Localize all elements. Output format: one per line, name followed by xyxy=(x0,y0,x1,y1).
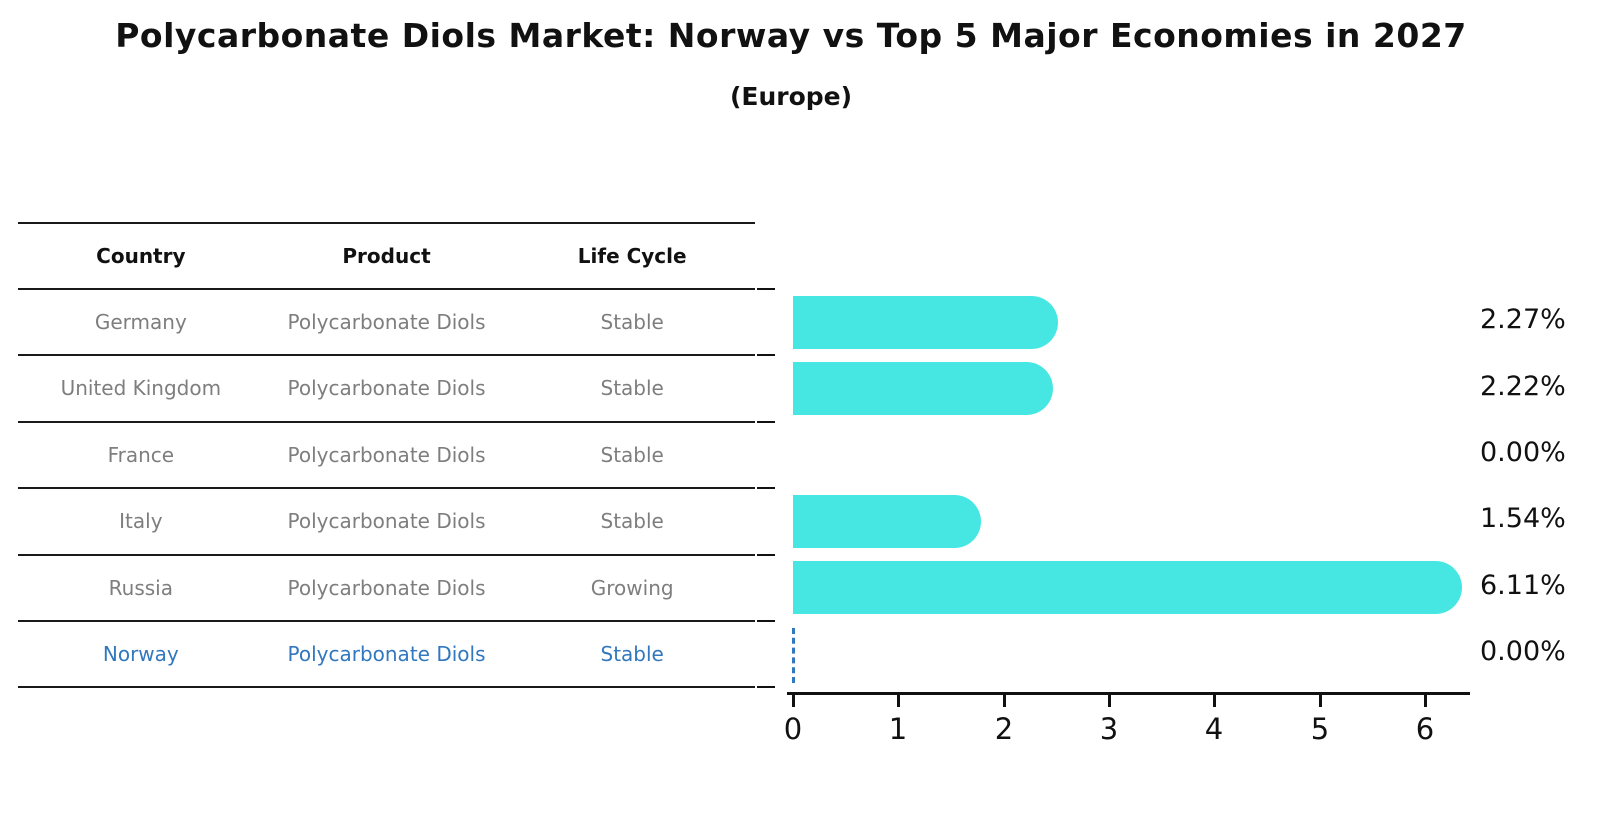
x-axis-tick xyxy=(792,695,795,707)
bar-value-label: 1.54% xyxy=(1480,503,1566,534)
table-cell-product: Polycarbonate Diols xyxy=(287,576,486,600)
table-header-cell-country: Country xyxy=(96,244,186,268)
table-header-cell-product: Product xyxy=(342,244,431,268)
bar-value-label: 2.22% xyxy=(1480,371,1566,402)
x-axis-tick xyxy=(897,695,900,707)
table-cell-life-cycle: Stable xyxy=(600,642,664,666)
x-axis-tick xyxy=(1424,695,1427,707)
table-cell-life-cycle: Stable xyxy=(600,509,664,533)
y-axis-tick xyxy=(757,686,775,688)
table-row: Germany Polycarbonate Diols Stable xyxy=(18,289,755,355)
norway-zero-dashed-marker xyxy=(792,628,795,683)
table-rule-line xyxy=(18,354,755,356)
x-axis-line xyxy=(787,692,1470,695)
y-axis-tick xyxy=(757,288,775,290)
table-header-row: Country Product Life Cycle xyxy=(18,223,755,289)
table-cell-life-cycle: Stable xyxy=(600,310,664,334)
table-cell-product: Polycarbonate Diols xyxy=(287,310,486,334)
y-axis-tick xyxy=(757,554,775,556)
table-cell-product: Polycarbonate Diols xyxy=(287,509,486,533)
table-cell-life-cycle: Stable xyxy=(600,376,664,400)
x-axis-tick-label: 3 xyxy=(1099,712,1119,746)
table-rule-line xyxy=(18,421,755,423)
x-axis-tick xyxy=(1003,695,1006,707)
bar-germany xyxy=(793,296,1058,349)
table-row: Russia Polycarbonate Diols Growing xyxy=(18,555,755,621)
table-row: United Kingdom Polycarbonate Diols Stable xyxy=(18,355,755,421)
table-cell-life-cycle: Growing xyxy=(590,576,674,600)
table-rule-line xyxy=(18,288,755,290)
table-rule-line xyxy=(18,554,755,556)
x-axis-tick-label: 1 xyxy=(888,712,908,746)
bar-value-label: 0.00% xyxy=(1480,636,1566,667)
table-cell-product: Polycarbonate Diols xyxy=(287,376,486,400)
table-cell-country: Russia xyxy=(108,576,173,600)
y-axis-tick xyxy=(757,487,775,489)
table-cell-country: United Kingdom xyxy=(60,376,222,400)
y-axis-tick xyxy=(757,354,775,356)
x-axis-tick-label: 2 xyxy=(994,712,1014,746)
x-axis-tick xyxy=(1319,695,1322,707)
bar-italy xyxy=(793,495,981,548)
x-axis-tick-label: 5 xyxy=(1310,712,1330,746)
bar-value-label: 6.11% xyxy=(1480,570,1566,601)
y-axis-tick xyxy=(757,421,775,423)
bar-russia xyxy=(793,561,1462,614)
chart-title: Polycarbonate Diols Market: Norway vs To… xyxy=(115,16,1467,55)
table-header-cell-life-cycle: Life Cycle xyxy=(577,244,687,268)
table-cell-product: Polycarbonate Diols xyxy=(287,443,486,467)
x-axis-tick-label: 0 xyxy=(783,712,803,746)
table-rule-line xyxy=(18,487,755,489)
y-axis-tick xyxy=(757,620,775,622)
x-axis-tick xyxy=(1108,695,1111,707)
table-row: France Polycarbonate Diols Stable xyxy=(18,422,755,488)
x-axis-tick xyxy=(1213,695,1216,707)
bar-united-kingdom xyxy=(793,362,1053,415)
table-rule-line xyxy=(18,686,755,688)
table-row: Italy Polycarbonate Diols Stable xyxy=(18,488,755,554)
table-rule-line xyxy=(18,620,755,622)
bar-value-label: 2.27% xyxy=(1480,304,1566,335)
table-cell-country: Norway xyxy=(102,642,179,666)
chart-subtitle: (Europe) xyxy=(729,82,853,111)
table-cell-country: Germany xyxy=(94,310,187,334)
bar-value-label: 0.00% xyxy=(1480,437,1566,468)
x-axis-tick-label: 4 xyxy=(1204,712,1224,746)
table-cell-country: France xyxy=(107,443,175,467)
table-cell-product: Polycarbonate Diols xyxy=(287,642,486,666)
table-rule-line xyxy=(18,222,755,224)
table-row: Norway Polycarbonate Diols Stable xyxy=(18,621,755,687)
table-cell-country: Italy xyxy=(119,509,163,533)
table-cell-life-cycle: Stable xyxy=(600,443,664,467)
x-axis-tick-label: 6 xyxy=(1415,712,1435,746)
